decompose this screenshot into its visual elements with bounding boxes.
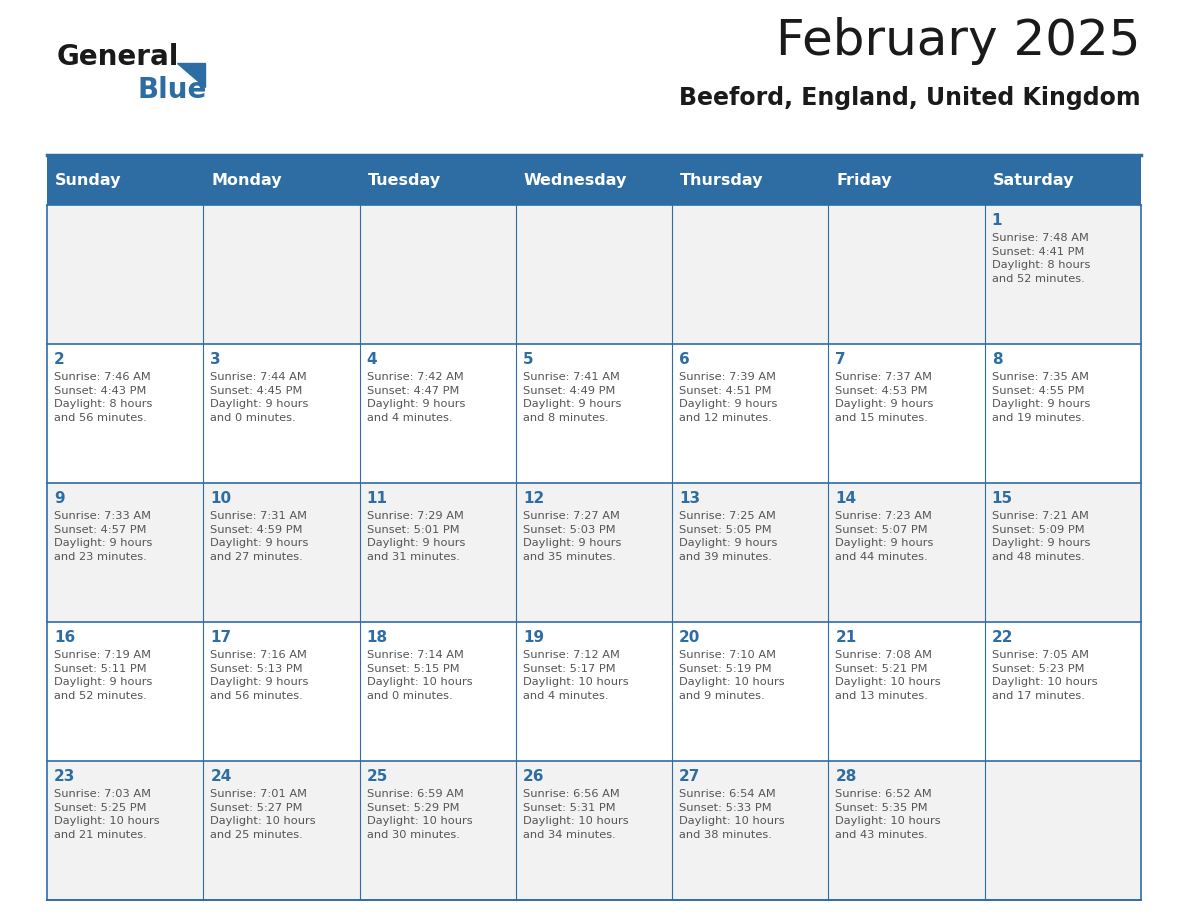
Text: 25: 25 (367, 769, 388, 784)
Text: Sunrise: 7:10 AM
Sunset: 5:19 PM
Daylight: 10 hours
and 9 minutes.: Sunrise: 7:10 AM Sunset: 5:19 PM Dayligh… (680, 650, 785, 700)
Text: Sunrise: 7:39 AM
Sunset: 4:51 PM
Daylight: 9 hours
and 12 minutes.: Sunrise: 7:39 AM Sunset: 4:51 PM Dayligh… (680, 372, 777, 423)
Text: Sunrise: 7:25 AM
Sunset: 5:05 PM
Daylight: 9 hours
and 39 minutes.: Sunrise: 7:25 AM Sunset: 5:05 PM Dayligh… (680, 511, 777, 562)
Text: 2: 2 (53, 352, 65, 367)
Text: General: General (57, 43, 179, 71)
Text: 15: 15 (992, 491, 1013, 506)
Text: 23: 23 (53, 769, 75, 784)
Text: Sunrise: 7:33 AM
Sunset: 4:57 PM
Daylight: 9 hours
and 23 minutes.: Sunrise: 7:33 AM Sunset: 4:57 PM Dayligh… (53, 511, 152, 562)
Text: February 2025: February 2025 (777, 17, 1140, 65)
Text: 8: 8 (992, 352, 1003, 367)
Text: Sunrise: 7:29 AM
Sunset: 5:01 PM
Daylight: 9 hours
and 31 minutes.: Sunrise: 7:29 AM Sunset: 5:01 PM Dayligh… (367, 511, 465, 562)
Text: 10: 10 (210, 491, 232, 506)
Text: 12: 12 (523, 491, 544, 506)
Text: Sunrise: 7:01 AM
Sunset: 5:27 PM
Daylight: 10 hours
and 25 minutes.: Sunrise: 7:01 AM Sunset: 5:27 PM Dayligh… (210, 789, 316, 840)
Polygon shape (177, 63, 206, 87)
Text: Sunrise: 7:35 AM
Sunset: 4:55 PM
Daylight: 9 hours
and 19 minutes.: Sunrise: 7:35 AM Sunset: 4:55 PM Dayligh… (992, 372, 1091, 423)
Text: Sunrise: 7:03 AM
Sunset: 5:25 PM
Daylight: 10 hours
and 21 minutes.: Sunrise: 7:03 AM Sunset: 5:25 PM Dayligh… (53, 789, 159, 840)
Text: 1: 1 (992, 213, 1003, 228)
Text: Sunrise: 7:44 AM
Sunset: 4:45 PM
Daylight: 9 hours
and 0 minutes.: Sunrise: 7:44 AM Sunset: 4:45 PM Dayligh… (210, 372, 309, 423)
Text: 21: 21 (835, 630, 857, 645)
Text: Friday: Friday (836, 173, 892, 187)
Text: Sunrise: 7:31 AM
Sunset: 4:59 PM
Daylight: 9 hours
and 27 minutes.: Sunrise: 7:31 AM Sunset: 4:59 PM Dayligh… (210, 511, 309, 562)
Text: 9: 9 (53, 491, 64, 506)
Text: Sunrise: 6:56 AM
Sunset: 5:31 PM
Daylight: 10 hours
and 34 minutes.: Sunrise: 6:56 AM Sunset: 5:31 PM Dayligh… (523, 789, 628, 840)
Text: 17: 17 (210, 630, 232, 645)
Text: 13: 13 (680, 491, 700, 506)
Text: 26: 26 (523, 769, 544, 784)
Text: Sunday: Sunday (55, 173, 121, 187)
Text: Sunrise: 7:16 AM
Sunset: 5:13 PM
Daylight: 9 hours
and 56 minutes.: Sunrise: 7:16 AM Sunset: 5:13 PM Dayligh… (210, 650, 309, 700)
Text: 24: 24 (210, 769, 232, 784)
Text: Sunrise: 7:14 AM
Sunset: 5:15 PM
Daylight: 10 hours
and 0 minutes.: Sunrise: 7:14 AM Sunset: 5:15 PM Dayligh… (367, 650, 472, 700)
Text: 6: 6 (680, 352, 690, 367)
Text: Saturday: Saturday (993, 173, 1074, 187)
Text: 28: 28 (835, 769, 857, 784)
Text: 4: 4 (367, 352, 378, 367)
Text: Sunrise: 6:52 AM
Sunset: 5:35 PM
Daylight: 10 hours
and 43 minutes.: Sunrise: 6:52 AM Sunset: 5:35 PM Dayligh… (835, 789, 941, 840)
Text: Beeford, England, United Kingdom: Beeford, England, United Kingdom (680, 86, 1140, 110)
Text: Sunrise: 7:19 AM
Sunset: 5:11 PM
Daylight: 9 hours
and 52 minutes.: Sunrise: 7:19 AM Sunset: 5:11 PM Dayligh… (53, 650, 152, 700)
Text: Sunrise: 7:08 AM
Sunset: 5:21 PM
Daylight: 10 hours
and 13 minutes.: Sunrise: 7:08 AM Sunset: 5:21 PM Dayligh… (835, 650, 941, 700)
Text: 22: 22 (992, 630, 1013, 645)
Text: Sunrise: 7:23 AM
Sunset: 5:07 PM
Daylight: 9 hours
and 44 minutes.: Sunrise: 7:23 AM Sunset: 5:07 PM Dayligh… (835, 511, 934, 562)
Text: 7: 7 (835, 352, 846, 367)
Text: Sunrise: 7:21 AM
Sunset: 5:09 PM
Daylight: 9 hours
and 48 minutes.: Sunrise: 7:21 AM Sunset: 5:09 PM Dayligh… (992, 511, 1091, 562)
Text: 27: 27 (680, 769, 701, 784)
Text: Sunrise: 6:59 AM
Sunset: 5:29 PM
Daylight: 10 hours
and 30 minutes.: Sunrise: 6:59 AM Sunset: 5:29 PM Dayligh… (367, 789, 472, 840)
Text: 5: 5 (523, 352, 533, 367)
Text: Sunrise: 7:41 AM
Sunset: 4:49 PM
Daylight: 9 hours
and 8 minutes.: Sunrise: 7:41 AM Sunset: 4:49 PM Dayligh… (523, 372, 621, 423)
Bar (48, 205, 1140, 344)
Text: Sunrise: 7:46 AM
Sunset: 4:43 PM
Daylight: 8 hours
and 56 minutes.: Sunrise: 7:46 AM Sunset: 4:43 PM Dayligh… (53, 372, 152, 423)
Text: Sunrise: 7:12 AM
Sunset: 5:17 PM
Daylight: 10 hours
and 4 minutes.: Sunrise: 7:12 AM Sunset: 5:17 PM Dayligh… (523, 650, 628, 700)
Text: Sunrise: 6:54 AM
Sunset: 5:33 PM
Daylight: 10 hours
and 38 minutes.: Sunrise: 6:54 AM Sunset: 5:33 PM Dayligh… (680, 789, 785, 840)
Bar (48, 622, 1140, 761)
Bar (48, 344, 1140, 483)
Text: Blue: Blue (137, 76, 207, 104)
Text: 3: 3 (210, 352, 221, 367)
Text: Sunrise: 7:05 AM
Sunset: 5:23 PM
Daylight: 10 hours
and 17 minutes.: Sunrise: 7:05 AM Sunset: 5:23 PM Dayligh… (992, 650, 1098, 700)
Bar (48, 761, 1140, 900)
Bar (48, 155, 1140, 205)
Text: Monday: Monday (211, 173, 282, 187)
Text: Wednesday: Wednesday (524, 173, 627, 187)
Text: Sunrise: 7:37 AM
Sunset: 4:53 PM
Daylight: 9 hours
and 15 minutes.: Sunrise: 7:37 AM Sunset: 4:53 PM Dayligh… (835, 372, 934, 423)
Text: 20: 20 (680, 630, 701, 645)
Text: Sunrise: 7:42 AM
Sunset: 4:47 PM
Daylight: 9 hours
and 4 minutes.: Sunrise: 7:42 AM Sunset: 4:47 PM Dayligh… (367, 372, 465, 423)
Text: 19: 19 (523, 630, 544, 645)
Text: Thursday: Thursday (681, 173, 764, 187)
Text: 11: 11 (367, 491, 387, 506)
Bar (48, 483, 1140, 622)
Text: Tuesday: Tuesday (367, 173, 441, 187)
Text: 14: 14 (835, 491, 857, 506)
Text: Sunrise: 7:48 AM
Sunset: 4:41 PM
Daylight: 8 hours
and 52 minutes.: Sunrise: 7:48 AM Sunset: 4:41 PM Dayligh… (992, 233, 1091, 284)
Text: Sunrise: 7:27 AM
Sunset: 5:03 PM
Daylight: 9 hours
and 35 minutes.: Sunrise: 7:27 AM Sunset: 5:03 PM Dayligh… (523, 511, 621, 562)
Text: 16: 16 (53, 630, 75, 645)
Text: 18: 18 (367, 630, 387, 645)
